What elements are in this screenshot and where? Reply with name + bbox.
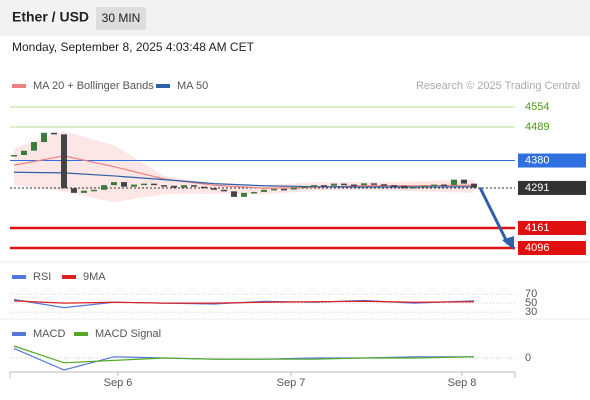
candle bbox=[371, 183, 377, 185]
candle bbox=[131, 184, 137, 187]
candle bbox=[451, 179, 457, 186]
level-tag bbox=[518, 180, 586, 195]
bollinger-band bbox=[14, 131, 474, 203]
candle bbox=[361, 183, 367, 186]
candle bbox=[91, 189, 97, 192]
candle bbox=[41, 132, 47, 143]
candle bbox=[61, 134, 67, 189]
interval-button[interactable] bbox=[96, 7, 146, 30]
interval-label[interactable]: 30 MIN bbox=[102, 11, 141, 25]
legend-swatch bbox=[62, 275, 76, 279]
candle bbox=[421, 185, 427, 188]
candle bbox=[301, 186, 307, 188]
level-label: 4291 bbox=[525, 182, 549, 194]
candle bbox=[141, 183, 147, 186]
indicator-line bbox=[13, 345, 475, 364]
level-label: 4380 bbox=[525, 154, 549, 166]
candle bbox=[231, 191, 237, 197]
x-tick-label: Sep 7 bbox=[277, 377, 306, 389]
candle bbox=[121, 182, 127, 187]
candle bbox=[391, 185, 397, 187]
candle bbox=[161, 185, 167, 187]
candle bbox=[221, 189, 227, 192]
candle bbox=[291, 187, 297, 190]
ma50-line bbox=[13, 171, 475, 188]
legend-label: MACD bbox=[33, 328, 65, 340]
legend-label: MA 20 + Bollinger Bands bbox=[33, 80, 154, 92]
legend-label: MA 50 bbox=[177, 80, 208, 92]
candle bbox=[251, 191, 257, 194]
y-tick-label: 70 bbox=[525, 288, 537, 300]
candle bbox=[241, 192, 247, 197]
x-tick-label: Sep 8 bbox=[448, 377, 477, 389]
legend-swatch bbox=[12, 275, 26, 279]
candle bbox=[211, 188, 217, 190]
candle bbox=[401, 185, 407, 189]
x-tick-label: Sep 6 bbox=[104, 377, 133, 389]
candle bbox=[31, 142, 37, 151]
level-label: 4161 bbox=[525, 222, 549, 234]
candle bbox=[271, 188, 277, 191]
y-tick-label: 50 bbox=[525, 297, 537, 309]
forecast-arrow bbox=[478, 186, 510, 245]
legend-label: RSI bbox=[33, 271, 51, 283]
candle bbox=[171, 185, 177, 188]
legend-swatch bbox=[12, 84, 26, 88]
candle bbox=[351, 184, 357, 187]
level-label: 4489 bbox=[525, 121, 549, 133]
level-label: 4554 bbox=[525, 101, 549, 113]
candle bbox=[331, 183, 337, 186]
candle bbox=[181, 185, 187, 188]
candle bbox=[311, 185, 317, 187]
legend-label: MACD Signal bbox=[95, 328, 161, 340]
legend-swatch bbox=[12, 332, 26, 336]
candle bbox=[51, 132, 57, 135]
candle bbox=[81, 190, 87, 193]
candle bbox=[201, 186, 207, 189]
y-tick-label: 0 bbox=[525, 352, 531, 364]
level-tag bbox=[518, 220, 586, 235]
title: Ether / USD bbox=[12, 9, 89, 25]
indicator-line bbox=[13, 300, 475, 304]
candle bbox=[111, 182, 117, 186]
candle bbox=[101, 185, 107, 190]
candle bbox=[411, 187, 417, 189]
candle bbox=[381, 184, 387, 186]
level-label: 4096 bbox=[525, 242, 549, 254]
ma20-line bbox=[13, 155, 475, 189]
candle bbox=[281, 188, 287, 191]
candle bbox=[471, 183, 477, 188]
arrow-head bbox=[502, 236, 514, 250]
level-tag bbox=[518, 240, 586, 255]
candle bbox=[21, 150, 27, 155]
candle bbox=[321, 185, 327, 187]
legend-label: 9MA bbox=[83, 271, 106, 283]
candle bbox=[191, 185, 197, 187]
candle bbox=[71, 188, 77, 193]
credit: Research © 2025 Trading Central bbox=[416, 80, 580, 92]
candle bbox=[341, 183, 347, 186]
timestamp: Monday, September 8, 2025 4:03:48 AM CET bbox=[12, 40, 255, 54]
candle bbox=[431, 184, 437, 187]
candle bbox=[441, 184, 447, 187]
level-tag bbox=[518, 153, 586, 168]
candle bbox=[11, 154, 17, 157]
legend-swatch bbox=[156, 84, 170, 88]
y-tick-label: 30 bbox=[525, 306, 537, 318]
candle bbox=[261, 189, 267, 192]
candle bbox=[461, 179, 467, 184]
legend-swatch bbox=[74, 332, 88, 336]
candle bbox=[151, 183, 157, 186]
